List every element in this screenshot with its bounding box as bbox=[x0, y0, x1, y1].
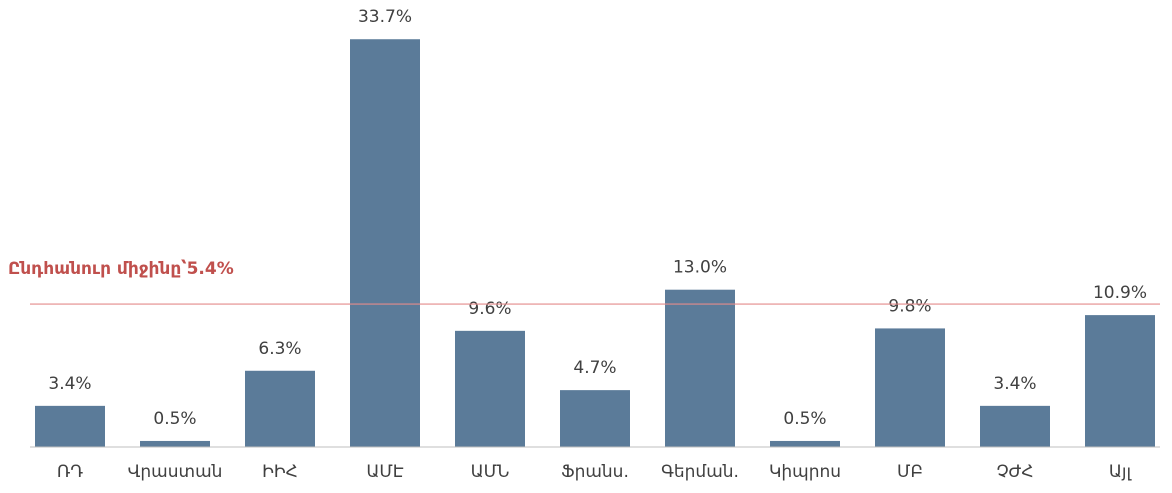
x-tick-label: ՉԺՀ bbox=[996, 462, 1033, 482]
value-label: 0.5% bbox=[153, 409, 196, 429]
x-tick-label: ՄԲ bbox=[897, 462, 923, 482]
x-tick-label: Այլ bbox=[1109, 462, 1133, 482]
value-label: 3.4% bbox=[48, 374, 91, 394]
bar bbox=[665, 289, 735, 447]
bar bbox=[875, 328, 945, 447]
x-tick-label: Վրաստան bbox=[128, 462, 223, 482]
value-label: 9.6% bbox=[468, 299, 511, 319]
x-tick-label: ԱՄԷ bbox=[366, 462, 403, 482]
bar bbox=[560, 390, 630, 447]
value-label: 9.8% bbox=[888, 296, 931, 316]
x-tick-label: ԻԻՀ bbox=[262, 462, 298, 482]
value-label: 3.4% bbox=[993, 374, 1036, 394]
x-tick-label: Ֆրանս. bbox=[561, 462, 629, 482]
bar bbox=[770, 440, 840, 447]
bar bbox=[455, 330, 525, 447]
value-label: 4.7% bbox=[573, 358, 616, 378]
value-label: 6.3% bbox=[258, 339, 301, 359]
value-label: 10.9% bbox=[1093, 283, 1147, 303]
average-annotation: Ընդհանուր միջինը՝5.4% bbox=[8, 258, 234, 279]
bar bbox=[980, 405, 1050, 447]
bar bbox=[350, 39, 420, 447]
x-tick-label: Կիպրոս bbox=[769, 462, 841, 482]
value-label: 33.7% bbox=[358, 7, 412, 27]
value-label: 13.0% bbox=[673, 258, 727, 278]
x-tick-label: ԱՄՆ bbox=[471, 462, 510, 482]
bar bbox=[245, 370, 315, 447]
bar bbox=[1085, 315, 1155, 447]
bar bbox=[140, 440, 210, 447]
x-tick-label: ՌԴ bbox=[57, 462, 83, 482]
value-label: 0.5% bbox=[783, 409, 826, 429]
x-tick-label: Գերման. bbox=[661, 462, 739, 482]
bar bbox=[35, 405, 105, 447]
